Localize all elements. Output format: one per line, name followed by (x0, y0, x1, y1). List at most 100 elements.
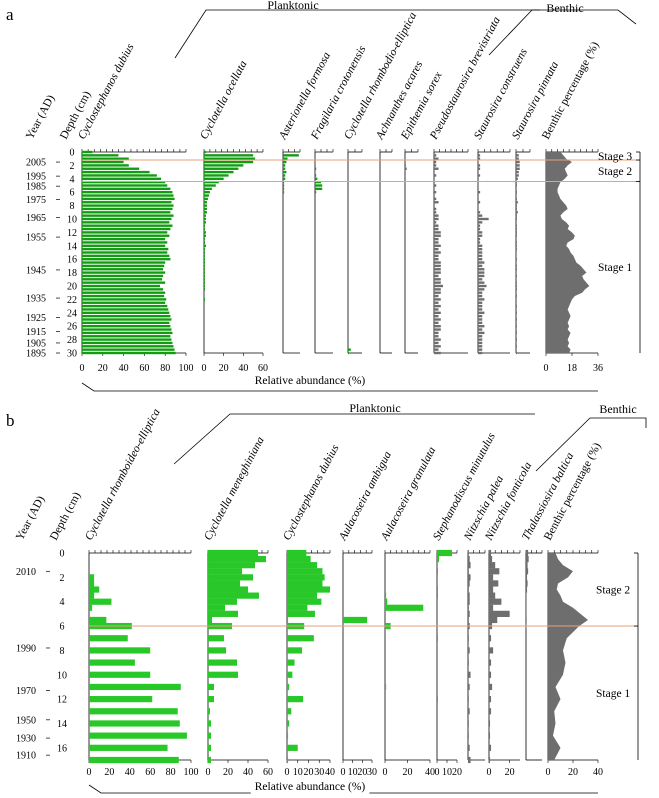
data-bar (208, 598, 237, 605)
data-bar (204, 177, 224, 180)
data-bar (526, 568, 529, 575)
data-bar (82, 274, 164, 278)
data-bar (468, 580, 470, 587)
data-bar (478, 314, 483, 318)
data-bar (516, 204, 517, 207)
data-bar (82, 335, 171, 338)
data-bar (434, 201, 439, 204)
bottom-tick-label: 40 (425, 767, 435, 778)
data-bar (434, 157, 439, 160)
depth-tick-label: 8 (70, 201, 75, 212)
data-bar (287, 586, 330, 593)
data-bar (208, 580, 240, 587)
data-bar (208, 671, 238, 678)
data-bar (434, 224, 439, 227)
data-bar (434, 231, 441, 234)
data-bar (204, 247, 205, 251)
data-bar (468, 616, 469, 624)
planktonic-bracket (173, 413, 535, 465)
data-bar (434, 197, 437, 201)
data-bar (283, 187, 285, 191)
data-bar (516, 167, 520, 170)
data-bar (287, 574, 325, 581)
data-bar (516, 160, 520, 164)
data-bar (208, 756, 211, 764)
data-bar (478, 241, 481, 244)
data-bar (478, 154, 481, 157)
bottom-tick-label: 20 (223, 767, 233, 778)
data-bar (437, 549, 452, 557)
data-bar (204, 244, 206, 247)
bottom-tick-label: 0 (546, 767, 551, 778)
data-bar (89, 732, 187, 739)
data-bar (204, 217, 206, 221)
data-bar (82, 211, 171, 214)
data-bar (434, 325, 441, 328)
depth-tick-label: 4 (60, 597, 65, 608)
data-bar (434, 154, 437, 157)
data-bar (478, 221, 483, 224)
xlabel-backdrop (250, 780, 370, 794)
data-bar (516, 345, 517, 348)
data-bar (516, 331, 517, 335)
data-bar (478, 234, 483, 237)
data-bar (434, 308, 439, 311)
data-bar (516, 351, 517, 355)
year-tick-label: 1970 (16, 686, 36, 697)
series-title: Cyclotella meneghiniana (202, 435, 267, 543)
data-bar (437, 568, 438, 575)
data-bar (204, 264, 205, 268)
data-bar (478, 211, 481, 214)
data-bar (468, 683, 470, 691)
data-bar (385, 598, 388, 605)
data-bar (478, 308, 483, 311)
data-bar (287, 756, 289, 764)
year-axis-label: Year (AD) (14, 494, 47, 542)
data-bar (82, 291, 166, 294)
data-bar (283, 174, 286, 177)
data-bar (315, 177, 318, 180)
data-bar (516, 184, 517, 187)
year-tick-label: 1915 (26, 327, 46, 338)
data-bar (434, 167, 439, 170)
series-column: Cyclotella meneghiniana 0 20 40 60 (202, 435, 273, 778)
data-bar (478, 301, 483, 304)
year-tick-label: 1990 (16, 643, 36, 654)
depth-tick-label: 22 (67, 295, 77, 306)
data-bar (204, 184, 216, 187)
data-bar (82, 294, 165, 298)
data-bar (283, 164, 286, 167)
data-bar (516, 241, 517, 244)
data-bar (478, 311, 485, 314)
data-bar (82, 191, 173, 194)
year-tick-label: 1945 (26, 265, 46, 276)
series-title: Cyclotella ocellata (198, 59, 250, 142)
data-bar (283, 160, 287, 164)
data-bar (434, 264, 441, 268)
data-bar (434, 331, 439, 335)
data-bar (516, 258, 517, 261)
data-bar (478, 288, 485, 291)
data-bar (287, 647, 303, 654)
data-bar (516, 227, 517, 231)
data-bar (526, 592, 527, 599)
planktonic-group-label: Planktonic (267, 0, 318, 12)
data-bar (82, 194, 174, 197)
data-bar (468, 708, 470, 715)
data-bar (208, 586, 248, 593)
data-bar (478, 237, 481, 241)
data-bar (468, 598, 470, 605)
data-bar (82, 241, 168, 244)
data-bar (489, 598, 502, 605)
data-bar (283, 191, 285, 194)
data-bar (434, 217, 439, 221)
data-bar (204, 241, 205, 244)
data-bar (489, 592, 496, 599)
data-bar (287, 683, 290, 691)
data-bar (468, 720, 469, 727)
year-tick-label: 2010 (16, 567, 36, 578)
data-bar (526, 610, 527, 617)
stage-label: Stage 2 (598, 166, 632, 178)
